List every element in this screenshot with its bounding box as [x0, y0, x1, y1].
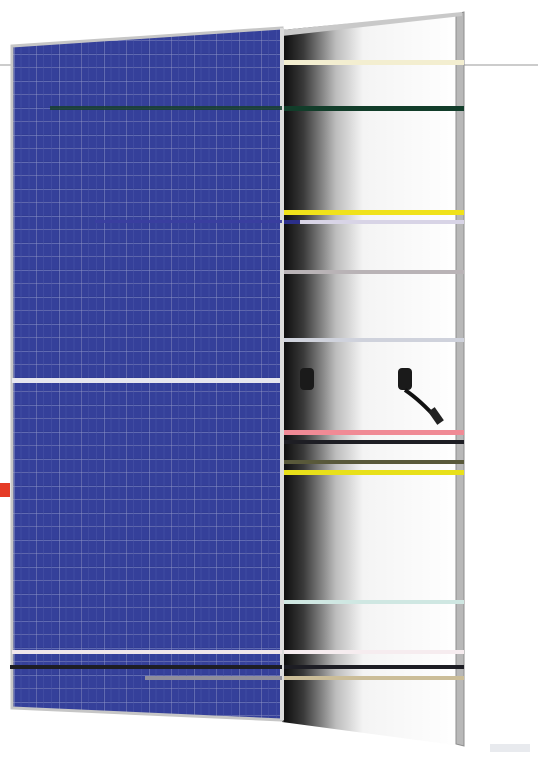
stripe: [255, 460, 464, 464]
junction-box: [398, 368, 412, 390]
connector: [428, 407, 444, 425]
panel-front: [10, 26, 284, 722]
stripe: [245, 210, 464, 215]
stripe: [280, 470, 464, 475]
stripe: [145, 676, 464, 680]
stripe: [95, 220, 282, 223]
stripe: [275, 430, 464, 435]
stripe: [240, 60, 464, 65]
stripe: [145, 676, 282, 680]
stripe: [300, 220, 464, 224]
reflection: [490, 744, 530, 752]
panel-frame-top: [282, 12, 462, 36]
stripe: [10, 665, 282, 669]
stripe: [50, 106, 282, 110]
marker: [0, 483, 10, 497]
stripe: [12, 650, 282, 654]
junction-box: [300, 368, 314, 390]
panel-frame-right: [455, 11, 465, 747]
panel-back: [282, 12, 462, 746]
panel-divider: [12, 378, 282, 383]
stripe: [260, 600, 464, 604]
stripe: [240, 270, 464, 274]
